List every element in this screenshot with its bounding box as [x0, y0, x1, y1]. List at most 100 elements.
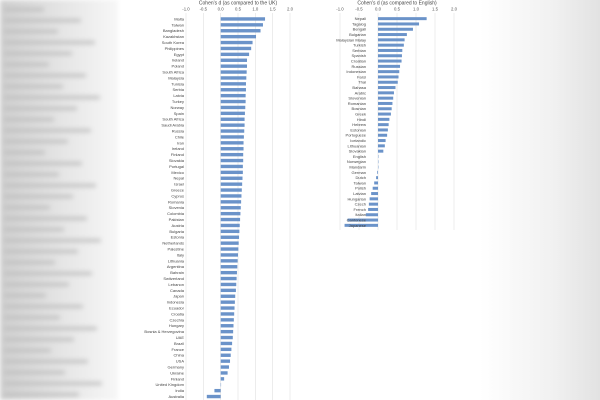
chart-1-category-label: Hungarian	[348, 196, 366, 201]
chart-0-category-label: Canada	[170, 288, 185, 293]
chart-1-category-label: Italian	[355, 212, 366, 217]
chart-1-bar	[344, 223, 378, 227]
blurred-row	[4, 294, 46, 297]
chart-0-category-label: Slovakia	[169, 158, 185, 163]
chart-0-bar	[220, 88, 246, 92]
chart-0-category-label: Czechia	[170, 317, 185, 322]
chart-1-category-label: Bosnian	[352, 106, 366, 111]
chart-1-category-label: Farsi	[357, 74, 366, 79]
chart-0-category-label: Bahrain	[170, 270, 184, 275]
chart-0-bar	[220, 235, 240, 239]
chart-0-bar	[220, 377, 225, 381]
chart-0-bar	[220, 276, 237, 281]
chart-1-category-label: German	[352, 170, 366, 175]
chart-0-bar	[220, 247, 239, 251]
chart-1-category-label: Cantonese	[347, 217, 367, 222]
chart-1-tick-label: 1.5	[432, 7, 439, 12]
chart-0-category-label: Malaysia	[168, 75, 185, 80]
chart-1-category-label: Malaysian Malay	[336, 37, 366, 42]
chart-1-tick-label: 2.0	[451, 7, 458, 12]
chart-1-bar	[378, 59, 402, 63]
chart-1-category-label: Latvian	[353, 191, 366, 196]
chart-0-bar	[220, 105, 246, 110]
chart-0-bar	[220, 241, 239, 245]
chart-0-category-label: China	[174, 353, 185, 358]
chart-0-bar	[220, 34, 257, 39]
chart-1-bar	[378, 64, 401, 68]
chart-1-bar	[371, 192, 378, 196]
blurred-row	[4, 327, 97, 330]
chart-0-category-label: Bangladesh	[163, 28, 184, 33]
chart-0-bar	[220, 17, 266, 21]
chart-0-category-label: Finland	[171, 376, 184, 381]
chart-0-bar	[220, 135, 244, 139]
chart-1-bar	[347, 218, 378, 222]
blurred-row	[4, 74, 86, 77]
chart-0-bar	[220, 46, 252, 51]
chart-0-bar	[220, 324, 234, 328]
chart-0-category-label: Hungary	[169, 323, 184, 328]
chart-0-category-label: Taiwan	[172, 22, 184, 27]
chart-0-bar	[220, 170, 243, 175]
blurred-row	[4, 129, 91, 132]
chart-0-category-label: Egypt	[174, 52, 185, 57]
chart-0-bar	[220, 200, 242, 204]
chart-0-bar	[220, 223, 240, 228]
blurred-row	[4, 393, 79, 396]
chart-1-category-label: Slovakian	[349, 149, 366, 154]
chart-1-bar	[378, 38, 405, 42]
chart-0-category-label: Croatia	[171, 311, 185, 316]
chart-1-bar	[378, 70, 400, 74]
chart-0-bar	[220, 206, 241, 210]
chart-1-bar	[378, 133, 388, 137]
chart-0-category-label: Indonesia	[167, 300, 185, 305]
chart-0-bar	[220, 253, 238, 257]
chart-1-bar	[378, 101, 393, 105]
chart-0-category-label: Chile	[175, 134, 185, 139]
blurred-row	[4, 283, 69, 286]
chart-0-category-label: Ecuador	[169, 305, 185, 310]
chart-0-bar	[220, 82, 246, 86]
chart-0-category-label: UAE	[176, 335, 185, 340]
chart-1-category-label: Indonesian	[346, 69, 366, 74]
chart-0-bar	[220, 282, 237, 287]
chart-0-category-label: South Africa	[162, 69, 184, 74]
chart-0-bar	[220, 158, 244, 163]
chart-0-bar	[220, 217, 241, 222]
chart-0-bar	[220, 270, 237, 275]
chart-0-tick-label: 1.0	[252, 7, 259, 12]
chart-1-category-label: Greek	[355, 111, 366, 116]
chart-1-bar	[378, 27, 413, 31]
chart-0-category-label: India	[175, 388, 184, 393]
chart-1-category-label: Slovenian	[348, 96, 366, 101]
chart-0-bar	[220, 329, 234, 334]
chart-1-bar	[378, 123, 389, 127]
blurred-row	[4, 8, 44, 11]
chart-0-tick-label: -1.0	[182, 7, 190, 12]
chart-1-tick-label: -0.5	[355, 7, 363, 12]
chart-1-bar	[378, 54, 402, 58]
chart-0-bar	[214, 388, 221, 393]
chart-0-category-label: Finland	[171, 152, 184, 157]
chart-1-bar	[378, 80, 398, 84]
chart-0-bar	[220, 40, 253, 45]
chart-1-category-label: Polish	[355, 186, 366, 191]
chart-0-category-label: Switzerland	[163, 276, 184, 281]
chart-1-category-label: French	[354, 207, 366, 212]
blurred-row	[4, 250, 78, 253]
chart-1-category-label: Croatian	[351, 58, 366, 63]
chart-1-bar	[378, 17, 427, 21]
chart-0-category-label: Bosnia & Herzegovina	[144, 329, 184, 334]
chart-0-category-label: Australia	[168, 394, 184, 399]
chart-0-bar	[220, 152, 244, 157]
blurred-row	[4, 316, 60, 319]
chart-0-category-label: Israel	[174, 182, 184, 187]
chart-0-category-label: USA	[176, 359, 185, 364]
blurred-row	[4, 239, 101, 242]
chart-1-category-label: Russian	[352, 64, 366, 69]
chart-1-bar	[376, 176, 378, 180]
chart-0-bar	[220, 76, 247, 80]
chart-1-bar	[378, 96, 394, 100]
chart-0-bar	[220, 182, 243, 186]
